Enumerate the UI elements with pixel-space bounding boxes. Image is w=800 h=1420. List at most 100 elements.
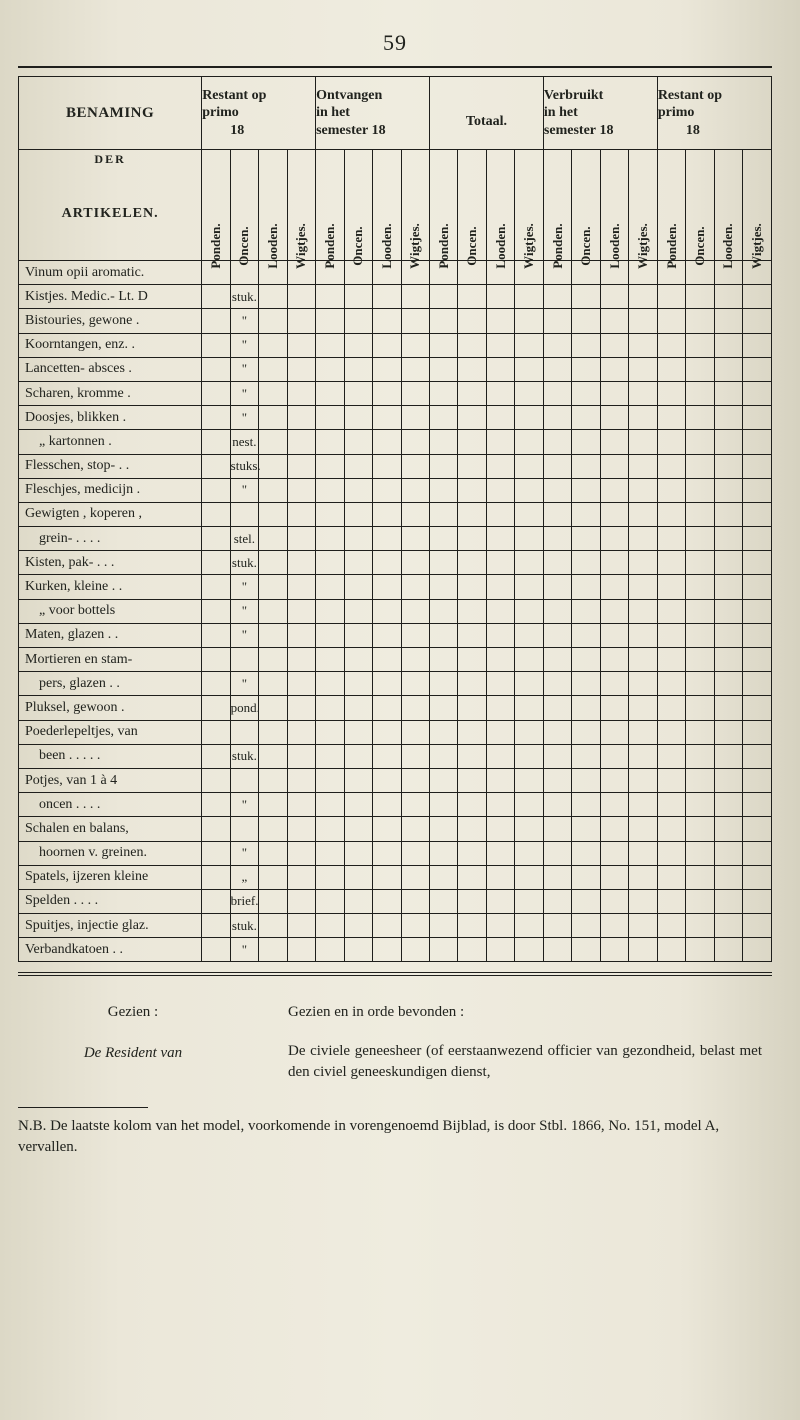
cell	[543, 309, 571, 333]
table-row: Doosjes, blikken ."	[19, 406, 772, 430]
cell	[287, 527, 316, 551]
cell	[259, 672, 287, 696]
cell	[430, 502, 458, 526]
cell	[657, 478, 685, 502]
cell	[373, 406, 401, 430]
cell	[430, 406, 458, 430]
cell	[743, 672, 772, 696]
cell	[344, 309, 372, 333]
cell	[401, 478, 429, 502]
cell	[657, 527, 685, 551]
cell	[316, 357, 344, 381]
cell	[259, 502, 287, 526]
cell	[743, 914, 772, 938]
cell	[743, 406, 772, 430]
cell	[401, 599, 429, 623]
cell	[458, 817, 486, 841]
cell	[743, 599, 772, 623]
cell	[657, 599, 685, 623]
footer-left-gezien: Gezien :	[18, 1002, 248, 1023]
cell	[430, 551, 458, 575]
cell	[629, 865, 657, 889]
cell	[202, 502, 230, 526]
cell	[458, 285, 486, 309]
cell	[629, 599, 657, 623]
cell	[543, 817, 571, 841]
cell	[316, 381, 344, 405]
row-label: Schalen en balans,	[19, 817, 202, 841]
cell	[515, 381, 544, 405]
row-label: Flesschen, stop- . .	[19, 454, 202, 478]
cell	[316, 527, 344, 551]
cell	[430, 454, 458, 478]
cell	[486, 333, 514, 357]
cell	[316, 672, 344, 696]
cell	[543, 938, 571, 962]
cell	[430, 309, 458, 333]
cell	[373, 333, 401, 357]
cell	[344, 285, 372, 309]
cell	[600, 817, 628, 841]
page-number: 59	[18, 30, 772, 56]
row-label: Spelden . . . .	[19, 889, 202, 913]
cell	[287, 744, 316, 768]
cell	[743, 285, 772, 309]
cell	[458, 938, 486, 962]
cell	[202, 914, 230, 938]
cell	[401, 672, 429, 696]
cell	[657, 309, 685, 333]
cell	[287, 381, 316, 405]
cell	[515, 744, 544, 768]
footer-left-resident: De Resident van	[18, 1043, 248, 1064]
cell	[629, 309, 657, 333]
cell	[202, 720, 230, 744]
cell	[373, 672, 401, 696]
cell	[202, 889, 230, 913]
cell	[259, 889, 287, 913]
cell	[686, 768, 714, 792]
cell	[515, 430, 544, 454]
cell	[515, 406, 544, 430]
cell	[287, 817, 316, 841]
cell	[657, 768, 685, 792]
cell: "	[230, 575, 258, 599]
cell	[202, 817, 230, 841]
cell	[430, 527, 458, 551]
cell	[259, 696, 287, 720]
cell	[458, 357, 486, 381]
cell	[572, 768, 600, 792]
cell	[401, 333, 429, 357]
cell	[686, 744, 714, 768]
table-row: Flesschen, stop- . .stuks.	[19, 454, 772, 478]
subheader-3-0: Ponden.	[543, 150, 571, 261]
cell	[202, 648, 230, 672]
cell	[600, 430, 628, 454]
cell	[458, 502, 486, 526]
subheader-0-2: Looden.	[259, 150, 287, 261]
table-row: been . . . . .stuk.	[19, 744, 772, 768]
header-benaming: BENAMING	[19, 77, 202, 150]
cell	[486, 841, 514, 865]
cell: "	[230, 672, 258, 696]
main-table: BENAMING Restant opprimo 18 Ontvangenin …	[18, 76, 772, 962]
cell	[287, 430, 316, 454]
cell	[743, 648, 772, 672]
cell	[458, 551, 486, 575]
table-row: Spelden . . . .brief.	[19, 889, 772, 913]
cell	[344, 406, 372, 430]
cell	[515, 817, 544, 841]
cell	[316, 623, 344, 647]
cell	[486, 551, 514, 575]
cell	[657, 381, 685, 405]
cell	[600, 841, 628, 865]
cell	[743, 551, 772, 575]
cell: "	[230, 793, 258, 817]
cell	[486, 938, 514, 962]
cell	[714, 938, 742, 962]
cell	[600, 502, 628, 526]
cell	[515, 285, 544, 309]
cell	[401, 406, 429, 430]
footer-note: N.B. De laatste kolom van het model, voo…	[18, 1116, 772, 1157]
cell	[572, 309, 600, 333]
cell	[259, 527, 287, 551]
